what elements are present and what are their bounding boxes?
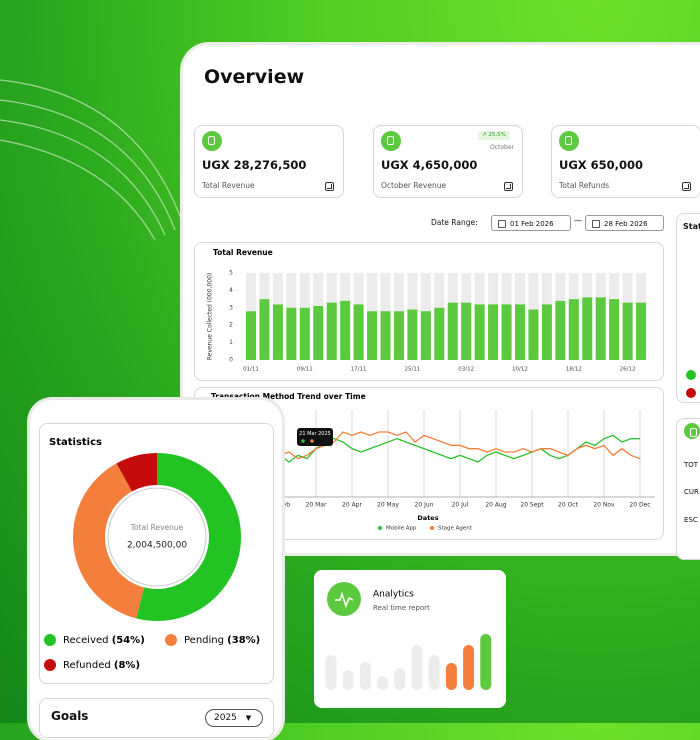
card-value: UGX 28,276,500 — [202, 158, 307, 172]
legend-dot — [686, 388, 696, 398]
date-separator: — — [574, 216, 582, 225]
card-icon — [684, 423, 700, 439]
badge: ↗ 25.5% — [478, 131, 510, 140]
open-icon[interactable] — [325, 182, 334, 191]
card-label: Total Refunds — [559, 181, 610, 190]
card-value: UGX 4,650,000 — [381, 158, 478, 172]
open-icon[interactable] — [504, 182, 513, 191]
card-icon — [559, 131, 579, 151]
card-period: October — [489, 144, 514, 151]
card-label: October Revenue — [381, 181, 447, 190]
side-row: ESC — [684, 516, 698, 524]
card-value: UGX 650,000 — [559, 158, 644, 172]
card-icon — [202, 131, 222, 151]
legend-dot — [686, 370, 696, 380]
stat-card — [194, 125, 344, 198]
card-label: Total Revenue — [202, 181, 255, 190]
card-icon — [381, 131, 401, 151]
statistics-card — [39, 423, 274, 684]
analytics-card — [314, 570, 506, 708]
open-icon[interactable] — [682, 182, 691, 191]
year-value: 2025 — [214, 713, 237, 723]
date-range-label: Date Range: — [431, 218, 478, 227]
year-select[interactable]: 2025 ▼ — [205, 709, 263, 727]
page-title: Overview — [204, 66, 305, 88]
side-row: TOT — [684, 461, 699, 469]
side-card-title: Stat — [683, 222, 700, 231]
date-to[interactable]: 28 Feb 2026 — [585, 215, 664, 231]
side-card — [676, 418, 700, 560]
date-from[interactable]: 01 Feb 2026 — [491, 215, 571, 231]
goals-title: Goals — [51, 709, 89, 723]
revenue-card — [194, 242, 664, 381]
side-row: CUR — [684, 488, 699, 496]
badge-value: 25.5% — [488, 132, 506, 138]
